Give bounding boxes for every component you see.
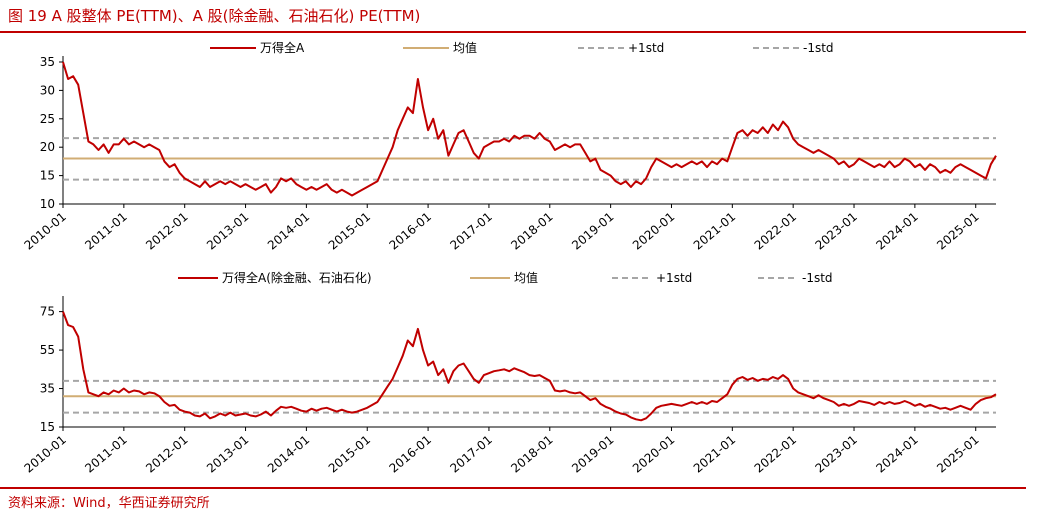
- legend-label: 均值: [514, 270, 538, 285]
- y-tick-label: 30: [40, 83, 55, 97]
- legend-label: 万得全A: [260, 40, 305, 55]
- x-tick-label: 2011-01: [82, 433, 129, 476]
- x-tick-label: 2023-01: [813, 433, 860, 476]
- x-tick-label: 2023-01: [813, 210, 860, 253]
- x-tick-label: 2021-01: [691, 210, 738, 253]
- y-tick-label: 35: [40, 55, 55, 69]
- legend-label: -1std: [802, 271, 833, 285]
- x-tick-label: 2025-01: [934, 433, 981, 476]
- x-tick-label: 2022-01: [752, 210, 799, 253]
- x-tick-label: 2019-01: [569, 433, 616, 476]
- y-tick-label: 75: [40, 305, 55, 319]
- y-tick-label: 15: [40, 420, 55, 434]
- x-tick-label: 2017-01: [447, 210, 494, 253]
- x-tick-label: 2015-01: [326, 433, 373, 476]
- x-tick-label: 2011-01: [82, 210, 129, 253]
- source-rule: [0, 487, 1026, 489]
- series-line-pe: [62, 311, 997, 422]
- x-tick-label: 2020-01: [630, 433, 677, 476]
- legend-label: 均值: [453, 40, 477, 55]
- x-tick-label: 2010-01: [22, 210, 69, 253]
- figure-source: 资料来源：Wind，华西证券研究所: [8, 496, 210, 511]
- x-tick-label: 2014-01: [265, 433, 312, 476]
- y-tick-label: 10: [40, 197, 55, 211]
- x-tick-label: 2017-01: [447, 433, 494, 476]
- x-tick-label: 2016-01: [387, 210, 434, 253]
- legend-label: +1std: [628, 41, 664, 55]
- x-tick-label: 2019-01: [569, 210, 616, 253]
- y-tick-label: 15: [40, 169, 55, 183]
- y-tick-label: 25: [40, 112, 55, 126]
- series-line-pe: [62, 61, 997, 197]
- y-tick-label: 55: [40, 343, 55, 357]
- x-tick-label: 2012-01: [143, 210, 190, 253]
- y-tick-label: 35: [40, 382, 55, 396]
- x-tick-label: 2018-01: [508, 433, 555, 476]
- x-tick-label: 2014-01: [265, 210, 312, 253]
- pe-chart-wind-all-a-ex-fin: 15 35 55 75 2010-01 2011-01 2012-01 2013-01 2014…: [22, 270, 997, 476]
- figure-title: 图 19 A 股整体 PE(TTM)、A 股(除金融、石油石化) PE(TTM): [8, 7, 421, 25]
- legend-label: +1std: [656, 271, 692, 285]
- legend-label: 万得全A(除金融、石油石化): [222, 270, 372, 285]
- x-tick-label: 2012-01: [143, 433, 190, 476]
- x-tick-label: 2010-01: [22, 433, 69, 476]
- y-tick-label: 20: [40, 140, 55, 154]
- x-tick-label: 2013-01: [204, 433, 251, 476]
- x-tick-label: 2024-01: [873, 433, 920, 476]
- title-rule: [0, 31, 1026, 33]
- x-tick-label: 2020-01: [630, 210, 677, 253]
- x-tick-label: 2015-01: [326, 210, 373, 253]
- x-tick-label: 2025-01: [934, 210, 981, 253]
- legend-label: -1std: [803, 41, 834, 55]
- x-tick-label: 2016-01: [387, 433, 434, 476]
- x-tick-label: 2022-01: [752, 433, 799, 476]
- pe-chart-wind-all-a: 10 15 20 25 30 35 2010-01 2011-01 2012-01 2013-01…: [22, 40, 997, 253]
- x-tick-label: 2024-01: [873, 210, 920, 253]
- x-tick-label: 2021-01: [691, 433, 738, 476]
- x-tick-label: 2013-01: [204, 210, 251, 253]
- x-tick-label: 2018-01: [508, 210, 555, 253]
